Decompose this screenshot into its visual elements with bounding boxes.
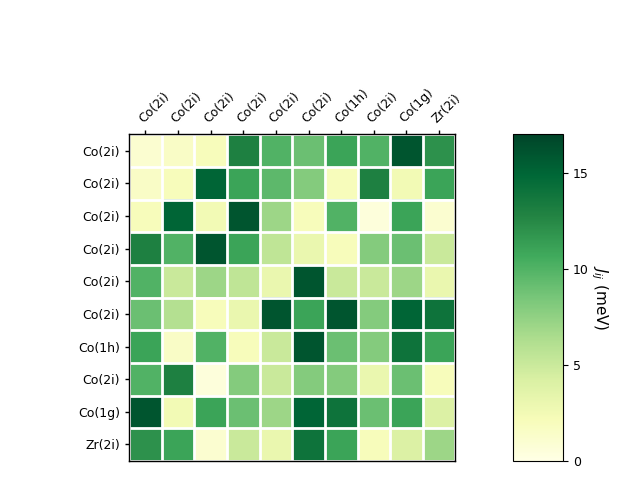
Y-axis label: $J_{ij}$ (meV): $J_{ij}$ (meV)	[589, 265, 610, 330]
